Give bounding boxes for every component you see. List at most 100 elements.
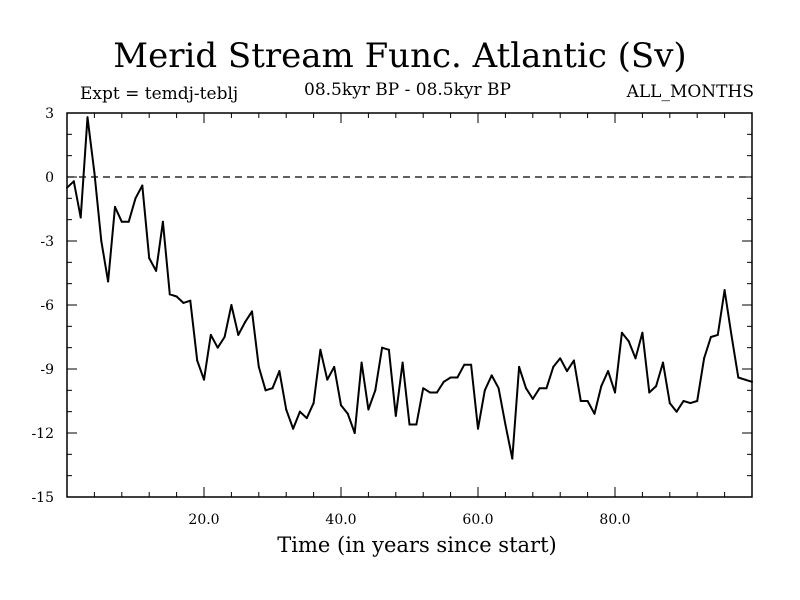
data-point bbox=[483, 389, 486, 392]
data-point bbox=[751, 380, 753, 383]
data-point bbox=[463, 363, 466, 366]
data-point bbox=[641, 331, 644, 334]
y-tick-label: 0 bbox=[45, 170, 54, 186]
data-point bbox=[292, 427, 295, 430]
data-point bbox=[113, 205, 116, 208]
tick-labels: 20.0 40.0 60.0 80.0 3 0 -3 -6 -9 -12 -15 bbox=[31, 106, 630, 528]
data-point bbox=[367, 408, 370, 411]
data-point bbox=[470, 363, 473, 366]
data-point bbox=[552, 365, 555, 368]
data-point bbox=[490, 374, 493, 377]
data-point bbox=[579, 400, 582, 402]
data-point bbox=[586, 400, 589, 402]
x-axis-label: Time (in years since start) bbox=[277, 533, 557, 557]
data-point bbox=[127, 220, 130, 223]
y-tick-label: -3 bbox=[40, 234, 54, 250]
x-tick-label: 20.0 bbox=[188, 512, 219, 528]
data-point bbox=[346, 412, 349, 415]
data-point bbox=[305, 417, 308, 420]
data-point bbox=[627, 340, 630, 343]
data-point bbox=[415, 423, 418, 426]
data-point bbox=[100, 240, 103, 242]
data-point bbox=[703, 357, 706, 360]
data-point bbox=[387, 348, 390, 351]
time-period-label: 08.5kyr BP - 08.5kyr BP bbox=[304, 80, 511, 100]
x-tick-label: 40.0 bbox=[325, 512, 356, 528]
data-point bbox=[223, 336, 226, 338]
data-point bbox=[538, 387, 541, 390]
data-point bbox=[244, 321, 247, 324]
data-point bbox=[230, 304, 233, 306]
data-point bbox=[682, 400, 685, 402]
data-point bbox=[497, 387, 500, 390]
data-point bbox=[442, 380, 445, 383]
data-point bbox=[723, 289, 726, 292]
x-tick-label: 60.0 bbox=[462, 512, 493, 528]
data-point bbox=[696, 400, 699, 402]
data-point bbox=[477, 427, 479, 430]
months-label: ALL_MONTHS bbox=[626, 82, 754, 102]
y-tick-label: -9 bbox=[40, 362, 54, 378]
data-point bbox=[360, 361, 363, 364]
data-point bbox=[655, 385, 658, 388]
data-point bbox=[155, 269, 158, 272]
data-point bbox=[148, 257, 151, 260]
y-tick-label: 3 bbox=[45, 106, 54, 122]
tick-marks bbox=[67, 113, 752, 497]
data-point bbox=[237, 333, 240, 336]
data-point bbox=[161, 220, 164, 223]
data-point bbox=[566, 370, 569, 373]
data-point bbox=[250, 310, 253, 313]
data-point bbox=[278, 370, 281, 373]
data-point bbox=[607, 370, 610, 373]
data-point bbox=[401, 361, 404, 364]
data-point bbox=[72, 180, 75, 183]
y-tick-label: -12 bbox=[31, 426, 54, 442]
data-point bbox=[209, 333, 212, 336]
data-point bbox=[66, 186, 68, 189]
chart-title: Merid Stream Func. Atlantic (Sv) bbox=[113, 36, 687, 76]
data-point bbox=[298, 410, 301, 413]
data-point bbox=[518, 365, 521, 368]
data-point bbox=[141, 184, 144, 187]
data-point bbox=[524, 387, 527, 390]
data-point bbox=[593, 412, 596, 415]
data-point bbox=[374, 389, 377, 392]
data-point bbox=[134, 197, 137, 200]
data-point bbox=[422, 387, 425, 390]
data-point bbox=[394, 414, 397, 417]
series-line bbox=[66, 116, 753, 460]
data-point bbox=[264, 389, 267, 392]
data-point bbox=[271, 387, 274, 390]
data-point bbox=[634, 357, 637, 360]
data-point bbox=[689, 402, 692, 405]
experiment-label: Expt = temdj-teblj bbox=[80, 84, 239, 104]
data-point bbox=[285, 408, 288, 411]
data-point bbox=[86, 116, 89, 119]
data-point bbox=[312, 402, 315, 405]
data-point bbox=[107, 280, 110, 283]
data-point bbox=[709, 336, 712, 338]
data-point bbox=[545, 387, 548, 390]
data-point bbox=[216, 346, 219, 349]
data-point bbox=[196, 359, 199, 362]
data-point bbox=[675, 410, 678, 413]
data-point bbox=[511, 457, 514, 460]
data-point bbox=[449, 376, 452, 379]
data-point bbox=[203, 378, 205, 381]
data-point bbox=[326, 378, 329, 381]
data-point bbox=[168, 293, 171, 296]
data-points bbox=[66, 116, 753, 460]
data-point bbox=[408, 423, 411, 426]
data-point bbox=[531, 397, 534, 400]
data-point bbox=[381, 346, 384, 349]
data-point bbox=[93, 171, 96, 174]
data-point bbox=[257, 365, 260, 368]
data-point bbox=[572, 359, 575, 362]
data-point bbox=[661, 361, 664, 364]
data-point bbox=[744, 378, 747, 381]
data-point bbox=[716, 333, 719, 336]
data-point bbox=[79, 216, 82, 219]
data-point bbox=[614, 391, 616, 394]
